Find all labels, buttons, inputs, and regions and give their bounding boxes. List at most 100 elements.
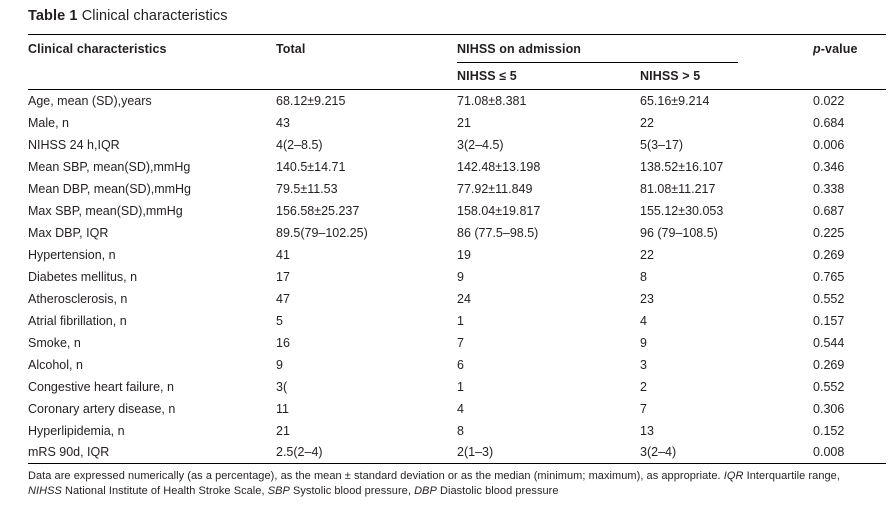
cell-characteristic: Mean DBP, mean(SD),mmHg [28, 181, 192, 196]
footnote-text: Systolic blood pressure, [289, 484, 415, 497]
cell-nihss-gt5: 9 [640, 335, 647, 350]
table-header: Clinical characteristics Total NIHSS on … [28, 34, 887, 90]
cell-nihss-gt5: 22 [640, 115, 654, 130]
cell-characteristic: Male, n [28, 115, 69, 130]
table-row: Mean SBP, mean(SD),mmHg 140.5±14.71 142.48… [28, 156, 886, 178]
cell-nihss-le5: 158.04±19.817 [457, 203, 541, 218]
cell-p-value: 0.765 [813, 269, 845, 284]
cell-nihss-gt5: 13 [640, 423, 654, 438]
cell-total: 79.5±11.53 [276, 181, 338, 196]
cell-total: 68.12±9.215 [276, 93, 346, 108]
abbreviation: IQR [723, 470, 744, 482]
table-row: Congestive heart failure, n 3(1 2 0.552 [28, 376, 886, 398]
footnote-text: Data are expressed numerically (as a per… [28, 470, 724, 482]
cell-nihss-le5: 6 [457, 357, 464, 372]
cell-characteristic: Atherosclerosis, n [28, 291, 128, 306]
table-caption: Clinical characteristics [81, 8, 228, 24]
cell-p-value: 0.269 [813, 357, 845, 372]
cell-nihss-gt5: 65.16±9.214 [640, 93, 710, 108]
cell-p-value: 0.544 [813, 335, 845, 350]
cell-nihss-gt5: 2 [640, 379, 647, 394]
cell-p-value: 0.684 [813, 115, 845, 130]
cell-p-value: 0.152 [813, 423, 845, 438]
footnote: Data are expressed numerically (as a per… [28, 469, 886, 499]
cell-p-value: 0.225 [813, 225, 845, 240]
cell-p-value: 0.306 [813, 401, 845, 416]
table-row: Max SBP, mean(SD),mmHg 156.58±25.237 158.0… [28, 200, 886, 222]
cell-nihss-le5: 86 (77.5–98.5) [457, 225, 539, 240]
cell-nihss-le5: 19 [457, 247, 471, 262]
cell-p-value: 0.022 [813, 93, 845, 108]
cell-p-value: 0.006 [813, 137, 845, 152]
cell-characteristic: Diabetes mellitus, n [28, 269, 138, 284]
header-spacer-cell [276, 62, 457, 90]
table-row: Coronary artery disease, n 11 4 7 0.306 [28, 398, 886, 420]
cell-characteristic: Age, mean (SD),years [28, 93, 152, 108]
table-row: Diabetes mellitus, n 17 9 8 0.765 [28, 266, 886, 288]
cell-characteristic: Smoke, n [28, 335, 81, 350]
cell-total: 4(2–8.5) [276, 137, 323, 152]
table-row: Male, n 43 21 22 0.684 [28, 112, 886, 134]
cell-p-value: 0.346 [813, 159, 845, 174]
cell-nihss-gt5: 23 [640, 291, 654, 306]
cell-characteristic: Alcohol, n [28, 357, 83, 372]
table-row: mRS 90d, IQR 2.5(2–4) 2(1–3) 3(2–4) 0.008 [28, 441, 887, 464]
cell-total: 17 [276, 269, 290, 284]
cell-nihss-gt5: 3 [640, 357, 647, 372]
cell-total: 2.5(2–4) [276, 441, 457, 464]
p-value-italic-p: p [813, 41, 821, 56]
cell-total: 21 [276, 423, 290, 438]
table-body: Age, mean (SD),years 68.12±9.215 71.08±8.3… [28, 90, 887, 464]
cell-nihss-gt5: 155.12±30.053 [640, 203, 724, 218]
footnote-text: Interquartile range, [743, 470, 840, 482]
cell-total: 3( [276, 379, 288, 394]
cell-nihss-le5: 9 [457, 269, 464, 284]
cell-nihss-gt5: 8 [640, 269, 647, 284]
cell-characteristic: Max SBP, mean(SD),mmHg [28, 203, 183, 218]
table-row: Smoke, n 16 7 9 0.544 [28, 332, 886, 354]
cell-nihss-gt5: 22 [640, 247, 654, 262]
cell-total: 47 [276, 291, 290, 306]
table-row: Atherosclerosis, n 47 24 23 0.552 [28, 288, 886, 310]
cell-characteristic: Congestive heart failure, n [28, 379, 174, 394]
cell-p-value: 0.552 [813, 291, 845, 306]
cell-characteristic: Hyperlipidemia, n [28, 423, 125, 438]
cell-characteristic: Coronary artery disease, n [28, 401, 176, 416]
column-header-characteristics: Clinical characteristics [28, 34, 276, 63]
cell-characteristic: mRS 90d, IQR [28, 441, 276, 464]
column-header-nihss-gt5: NIHSS > 5 [640, 62, 814, 90]
cell-nihss-gt5: 3(2–4) [640, 441, 814, 464]
abbreviation: NIHSS [28, 484, 62, 497]
header-row-sub: NIHSS ≤ 5 NIHSS > 5 [28, 62, 887, 90]
cell-nihss-gt5: 138.52±16.107 [640, 159, 724, 174]
footnote-line: NIHSS National Institute of Health Strok… [28, 484, 886, 499]
column-header-p-value: p-value [813, 34, 887, 63]
p-value-suffix: -value [820, 41, 858, 56]
cell-characteristic: Hypertension, n [28, 247, 116, 262]
column-header-nihss-le5: NIHSS ≤ 5 [457, 62, 640, 90]
header-spacer-cell [813, 62, 887, 90]
cell-total: 89.5(79–102.25) [276, 225, 368, 240]
table-row: Alcohol, n 9 6 3 0.269 [28, 354, 886, 376]
cell-nihss-le5: 71.08±8.381 [457, 93, 527, 108]
cell-nihss-gt5: 4 [640, 313, 647, 328]
cell-total: 140.5±14.71 [276, 159, 346, 174]
table-row: Hyperlipidemia, n 21 8 13 0.152 [28, 420, 886, 442]
clinical-characteristics-table: Clinical characteristics Total NIHSS on … [28, 34, 887, 464]
column-header-total: Total [276, 34, 457, 63]
cell-nihss-gt5: 81.08±11.217 [640, 181, 716, 196]
cell-nihss-gt5: 5(3–17) [640, 137, 684, 152]
table-row: NIHSS 24 h,IQR 4(2–8.5) 3(2–4.5) 5(3–17) 0.0… [28, 134, 886, 156]
header-spacer-cell [28, 62, 276, 90]
cell-nihss-le5: 21 [457, 115, 471, 130]
footnote-text: Diastolic blood pressure [436, 484, 559, 497]
cell-p-value: 0.687 [813, 203, 845, 218]
group-header-rule [457, 61, 738, 63]
footnote-line: Data are expressed numerically (as a per… [28, 469, 886, 484]
cell-total: 5 [276, 313, 283, 328]
cell-nihss-le5: 3(2–4.5) [457, 137, 504, 152]
cell-nihss-le5: 4 [457, 401, 464, 416]
abbreviation: SBP [267, 484, 290, 497]
cell-characteristic: Mean SBP, mean(SD),mmHg [28, 159, 191, 174]
cell-characteristic: Max DBP, IQR [28, 225, 109, 240]
